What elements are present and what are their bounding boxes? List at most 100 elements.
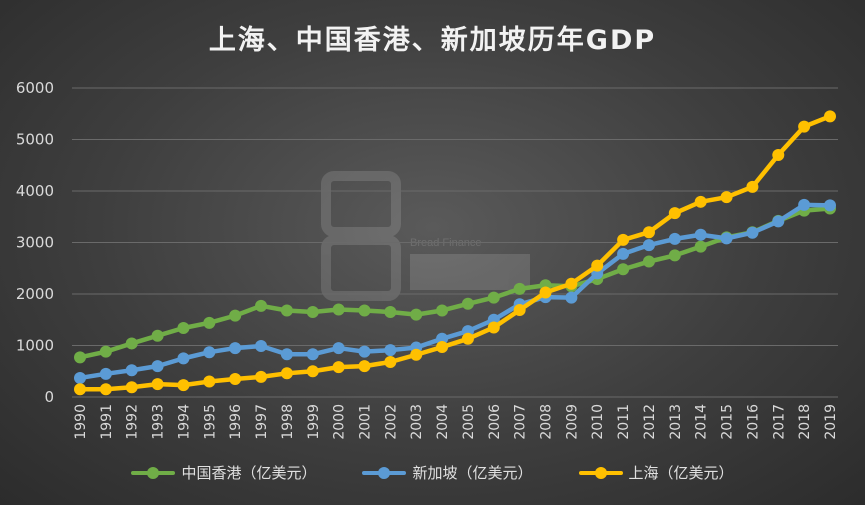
data-point: [280, 348, 293, 361]
x-tick-label: 1998: [280, 404, 296, 440]
x-tick-label: 1999: [306, 404, 322, 440]
data-point: [617, 247, 630, 260]
x-tick-label: 2006: [487, 404, 503, 440]
legend-swatch: [362, 466, 407, 479]
data-point: [177, 379, 190, 392]
data-point: [125, 381, 138, 394]
data-point: [151, 329, 164, 342]
x-tick-label: 2000: [332, 404, 348, 440]
x-tick-label: 2007: [513, 404, 529, 440]
x-tick-label: 1990: [73, 404, 89, 440]
data-point: [720, 191, 733, 204]
data-point: [203, 346, 216, 359]
y-tick-label: 2000: [16, 285, 54, 303]
data-point: [772, 148, 785, 161]
watermark-logo-box-bottom: [321, 235, 401, 301]
x-tick-label: 2017: [771, 404, 787, 440]
data-point: [358, 360, 371, 373]
x-tick-label: 2015: [720, 404, 736, 440]
data-point: [384, 306, 397, 319]
x-tick-label: 1991: [99, 404, 115, 440]
data-point: [332, 303, 345, 316]
data-point: [125, 364, 138, 377]
data-point: [617, 263, 630, 276]
data-point: [410, 308, 423, 321]
legend-swatch: [131, 466, 176, 479]
legend-label: 中国香港（亿美元）: [181, 464, 317, 482]
x-tick-label: 2002: [383, 404, 399, 440]
legend-item-1: 新加坡（亿美元）: [362, 462, 533, 483]
data-point: [203, 375, 216, 388]
data-point: [746, 180, 759, 193]
x-tick-label: 2001: [357, 404, 373, 440]
x-tick-label: 2003: [409, 404, 425, 440]
data-point: [151, 378, 164, 391]
legend-swatch: [578, 466, 623, 479]
series-line: [77, 202, 833, 381]
data-point: [384, 355, 397, 368]
data-point: [99, 345, 112, 358]
x-tick-label: 1997: [254, 404, 270, 440]
x-tick-label: 2010: [590, 404, 606, 440]
data-point: [694, 228, 707, 241]
x-tick-label: 1995: [202, 404, 218, 440]
data-point: [74, 371, 86, 384]
legend-label: 新加坡（亿美元）: [412, 464, 533, 482]
data-point: [461, 297, 474, 310]
data-point: [74, 351, 86, 364]
x-tick-label: 2005: [461, 404, 477, 440]
data-point: [824, 110, 836, 123]
series-line: [77, 114, 833, 392]
data-point: [642, 255, 655, 268]
data-point: [642, 239, 655, 252]
x-tick-label: 2013: [668, 404, 684, 440]
data-point: [668, 207, 681, 220]
data-point: [565, 277, 578, 290]
data-point: [177, 352, 190, 365]
watermark-logo-box-top: [321, 171, 401, 237]
data-point: [668, 232, 681, 245]
x-tick-label: 2009: [564, 404, 580, 440]
data-point: [668, 249, 681, 262]
x-tick-label: 1992: [125, 404, 141, 440]
y-tick-label: 6000: [16, 79, 54, 97]
data-point: [436, 304, 449, 317]
x-tick-label: 2012: [642, 404, 658, 440]
y-tick-label: 4000: [16, 182, 54, 200]
data-point: [591, 259, 604, 272]
data-point: [151, 360, 164, 373]
y-tick-label: 0: [44, 388, 54, 406]
series-2: [74, 110, 836, 396]
legend: 中国香港（亿美元） 新加坡（亿美元） 上海（亿美元）: [0, 462, 865, 483]
x-tick-label: 1994: [176, 404, 192, 440]
data-point: [461, 332, 474, 345]
legend-item-0: 中国香港（亿美元）: [131, 462, 316, 483]
data-point: [772, 215, 785, 228]
data-point: [746, 226, 759, 239]
data-point: [229, 342, 242, 355]
data-point: [798, 198, 811, 211]
x-tick-label: 2014: [694, 404, 710, 440]
x-tick-label: 2018: [797, 404, 813, 440]
data-point: [513, 303, 526, 316]
series-1: [74, 198, 836, 384]
x-tick-label: 2008: [539, 404, 555, 440]
data-point: [798, 120, 811, 133]
chart-title: 上海、中国香港、新加坡历年GDP: [208, 25, 657, 56]
data-point: [255, 340, 268, 353]
data-point: [74, 383, 86, 396]
data-point: [306, 348, 319, 361]
x-tick-label: 2019: [823, 404, 839, 440]
data-point: [642, 226, 655, 239]
data-point: [384, 344, 397, 357]
x-tick-label: 2004: [435, 404, 451, 440]
data-point: [539, 286, 552, 299]
data-point: [824, 199, 836, 212]
data-point: [177, 321, 190, 334]
data-point: [280, 304, 293, 317]
data-point: [513, 282, 526, 295]
x-tick-label: 1996: [228, 404, 244, 440]
data-point: [436, 341, 449, 354]
